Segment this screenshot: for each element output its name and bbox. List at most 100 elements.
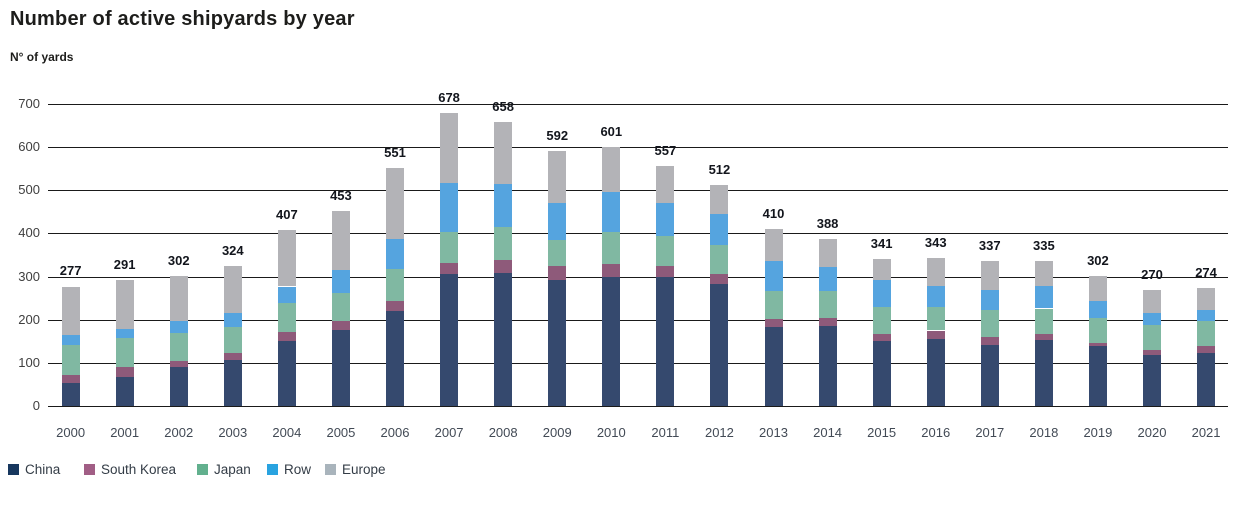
legend-swatch-icon [325,463,336,475]
stacked-bar-2019 [1088,275,1107,406]
y-axis-tick-label-0: 0 [32,398,40,413]
bar-segment-2005-japan [331,292,350,321]
bar-segment-2015-europe [872,258,891,281]
bar-segment-2016-row [926,286,945,307]
bar-segment-2019-china [1088,346,1107,406]
bar-segment-2001-europe [115,280,134,330]
bar-segment-2004-row [277,286,296,304]
y-axis-tick-label-600: 600 [18,139,40,155]
bar-segment-2013-japan [764,290,783,319]
bar-segment-2001-south-korea [115,366,134,377]
bar-segment-2002-japan [169,333,188,361]
stacked-bar-2008 [494,122,513,406]
bar-segment-2015-south-korea [872,333,891,341]
bar-segment-2010-south-korea [602,264,621,278]
bar-segment-2005-south-korea [331,320,350,331]
y-axis-tick-label-300: 300 [18,268,40,284]
bar-segment-2012-europe [710,185,729,215]
bar-segment-2010-row [602,192,621,232]
bar-total-label-2001: 291 [113,257,136,273]
legend-label: Europe [342,461,386,477]
gridline-y-200 [48,319,1228,321]
stacked-bar-2014 [818,238,837,406]
bar-segment-2000-china [61,382,80,406]
legend-item-south-korea: South Korea [84,462,176,477]
bar-total-label-2008: 658 [492,99,514,115]
legend-item-china: China [8,461,61,477]
stacked-bar-2005 [331,210,350,406]
bar-segment-2006-china [386,311,405,406]
legend-label: Row [284,461,312,477]
bar-segment-2011-row [656,202,675,237]
x-axis-tick-label-2012: 2012 [704,425,734,440]
bar-segment-2008-europe [494,122,513,185]
x-axis-tick-label-2002: 2002 [164,425,194,440]
bar-segment-2010-china [602,277,621,406]
legend-item-row: Row [267,461,312,477]
bar-segment-2021-europe [1197,287,1216,310]
x-axis-tick-label-2000: 2000 [56,425,86,440]
bar-segment-2006-japan [386,268,405,301]
bar-segment-2016-japan [926,306,945,331]
bar-segment-2020-japan [1143,324,1161,350]
stacked-bar-2002 [169,275,188,406]
bar-segment-2004-china [277,340,296,406]
x-axis-tick-label-2016: 2016 [921,425,951,440]
stacked-bar-2011 [656,165,675,406]
stacked-bar-2013 [764,229,783,406]
bar-segment-2008-japan [494,226,513,261]
bar-segment-2018-row [1034,286,1053,309]
bar-segment-2019-row [1088,300,1107,319]
legend-item-europe: Europe [325,461,386,477]
bar-segment-2021-row [1197,309,1216,322]
stacked-bar-2003 [223,266,242,406]
bar-segment-2002-europe [169,275,188,321]
bar-total-label-2011: 557 [654,142,677,158]
bar-segment-2012-row [710,214,729,246]
bar-segment-2020-china [1143,355,1161,406]
bar-segment-2000-europe [61,286,80,335]
bar-segment-2003-china [223,360,242,406]
bar-total-label-2012: 512 [708,162,731,178]
x-axis-tick-label-2014: 2014 [813,425,843,440]
bar-segment-2010-japan [602,231,621,265]
bar-segment-2007-south-korea [440,262,459,275]
y-axis-tick-label-500: 500 [18,182,40,198]
bar-segment-2015-china [872,340,891,406]
x-axis-tick-label-2004: 2004 [272,425,302,440]
stacked-bar-2000 [61,286,80,406]
legend-label: China [25,461,61,477]
bar-segment-2005-row [331,270,350,293]
bar-segment-2000-japan [61,345,80,376]
bar-segment-2016-south-korea [926,330,945,340]
bar-segment-2017-europe [980,260,999,290]
bar-total-label-2021: 274 [1195,264,1217,280]
legend-swatch-icon [8,463,19,475]
bar-total-label-2009: 592 [546,127,569,143]
chart-y-axis-unit-label: N° of yards [10,50,74,64]
stacked-bar-2020 [1143,289,1161,406]
bar-segment-2007-japan [440,231,459,263]
bar-segment-2002-south-korea [169,360,188,368]
bar-segment-2014-south-korea [818,317,837,327]
stacked-bar-2018 [1034,261,1053,406]
x-axis-tick-label-2007: 2007 [434,425,464,440]
stacked-bar-2007 [440,113,459,406]
bar-segment-2014-china [818,326,837,406]
x-axis-tick-label-2008: 2008 [488,425,518,440]
gridline-y-100 [48,362,1228,364]
bar-total-label-2003: 324 [221,243,244,259]
bar-segment-2017-south-korea [980,336,999,346]
bar-segment-2021-japan [1197,321,1216,347]
chart-title: Number of active shipyards by year [10,8,355,30]
bar-segment-2012-china [710,284,729,406]
stacked-bar-2016 [926,258,945,406]
bar-segment-2009-row [548,202,567,240]
bar-segment-2007-europe [440,113,459,184]
bar-total-label-2000: 277 [59,263,82,279]
bar-segment-2011-south-korea [656,265,675,278]
stacked-bar-2004 [277,230,296,406]
stacked-bar-2006 [386,168,405,406]
bar-segment-2020-south-korea [1143,349,1161,356]
stacked-bar-2010 [602,146,621,406]
